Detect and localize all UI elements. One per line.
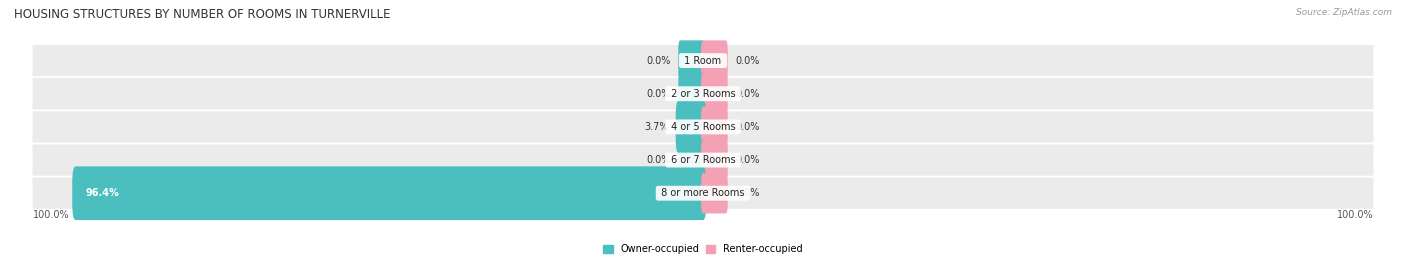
- Text: 100.0%: 100.0%: [1337, 210, 1374, 220]
- FancyBboxPatch shape: [702, 173, 728, 214]
- Text: 0.0%: 0.0%: [647, 56, 671, 66]
- FancyBboxPatch shape: [678, 40, 704, 81]
- Text: 96.4%: 96.4%: [86, 188, 120, 198]
- Text: Source: ZipAtlas.com: Source: ZipAtlas.com: [1296, 8, 1392, 17]
- FancyBboxPatch shape: [702, 73, 728, 114]
- Text: 0.0%: 0.0%: [735, 188, 759, 198]
- FancyBboxPatch shape: [32, 45, 1374, 76]
- Text: 0.0%: 0.0%: [735, 122, 759, 132]
- FancyBboxPatch shape: [32, 178, 1374, 209]
- Text: 6 or 7 Rooms: 6 or 7 Rooms: [668, 155, 738, 165]
- Text: 0.0%: 0.0%: [735, 155, 759, 165]
- Text: 0.0%: 0.0%: [647, 155, 671, 165]
- FancyBboxPatch shape: [32, 78, 1374, 109]
- Text: 100.0%: 100.0%: [32, 210, 69, 220]
- FancyBboxPatch shape: [32, 144, 1374, 176]
- Text: 3.7%: 3.7%: [645, 122, 669, 132]
- FancyBboxPatch shape: [702, 107, 728, 147]
- FancyBboxPatch shape: [678, 73, 704, 114]
- FancyBboxPatch shape: [676, 100, 706, 154]
- FancyBboxPatch shape: [32, 111, 1374, 143]
- Text: 1 Room: 1 Room: [682, 56, 724, 66]
- Text: 0.0%: 0.0%: [735, 89, 759, 99]
- Legend: Owner-occupied, Renter-occupied: Owner-occupied, Renter-occupied: [599, 240, 807, 258]
- Text: 8 or more Rooms: 8 or more Rooms: [658, 188, 748, 198]
- FancyBboxPatch shape: [678, 140, 704, 180]
- FancyBboxPatch shape: [702, 140, 728, 180]
- FancyBboxPatch shape: [702, 40, 728, 81]
- Text: 0.0%: 0.0%: [647, 89, 671, 99]
- Text: 0.0%: 0.0%: [735, 56, 759, 66]
- Text: 2 or 3 Rooms: 2 or 3 Rooms: [668, 89, 738, 99]
- Text: HOUSING STRUCTURES BY NUMBER OF ROOMS IN TURNERVILLE: HOUSING STRUCTURES BY NUMBER OF ROOMS IN…: [14, 8, 391, 21]
- FancyBboxPatch shape: [72, 166, 706, 220]
- Text: 4 or 5 Rooms: 4 or 5 Rooms: [668, 122, 738, 132]
